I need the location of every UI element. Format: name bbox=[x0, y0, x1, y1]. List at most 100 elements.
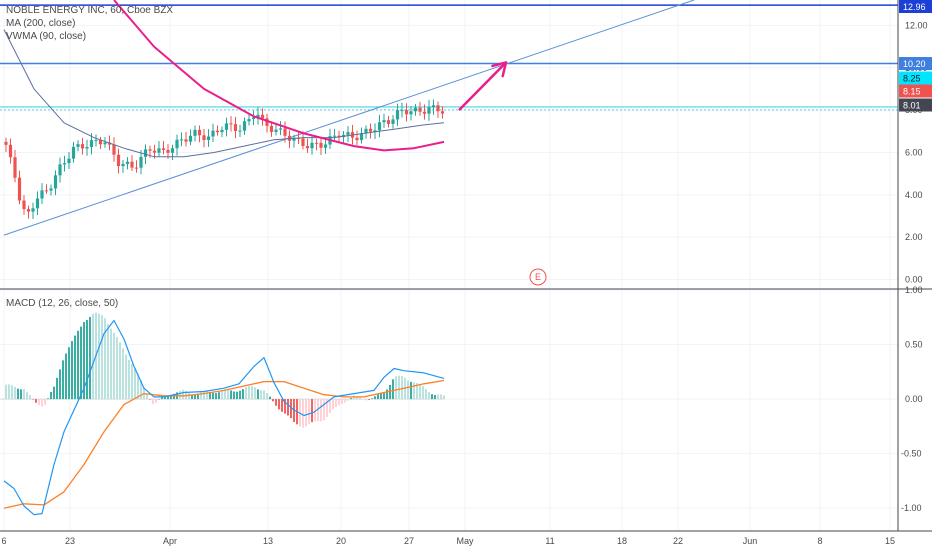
macd-histogram-bar bbox=[218, 392, 220, 400]
macd-histogram-bar bbox=[152, 399, 154, 405]
candle-body bbox=[305, 145, 310, 149]
projection-arrow-shaft[interactable] bbox=[458, 61, 507, 111]
vwma-legend-label[interactable]: VWMA (90, close) bbox=[6, 31, 87, 42]
candle-body bbox=[202, 135, 206, 140]
macd-histogram-bar bbox=[194, 395, 196, 400]
macd-signal-line bbox=[3, 379, 445, 509]
macd-histogram-bar bbox=[233, 391, 235, 400]
projection-arrow-head[interactable] bbox=[491, 61, 508, 68]
macd-legend-label[interactable]: MACD (12, 26, close, 50) bbox=[6, 298, 119, 309]
macd-series bbox=[0, 312, 445, 516]
macd-histogram-bar bbox=[140, 380, 142, 400]
macd-histogram-bar bbox=[74, 335, 76, 400]
price-level-badge[interactable] bbox=[899, 84, 932, 98]
macd-histogram-bar bbox=[83, 322, 85, 400]
candle-body bbox=[8, 144, 13, 158]
price-axis-tick-label: 6.00 bbox=[905, 147, 923, 157]
macd-histogram-bar bbox=[212, 392, 214, 400]
macd-histogram-bar bbox=[182, 389, 184, 400]
macd-histogram-bar bbox=[281, 399, 283, 412]
macd-histogram-bar bbox=[401, 376, 403, 400]
candle-body bbox=[53, 175, 58, 189]
macd-axis-tick-label: 0.50 bbox=[905, 340, 923, 350]
candle-body bbox=[233, 124, 238, 132]
macd-histogram-bar bbox=[419, 384, 421, 400]
candle-body bbox=[80, 144, 85, 149]
candle-body bbox=[161, 148, 166, 150]
macd-histogram-bar bbox=[221, 390, 223, 400]
macd-histogram-bar bbox=[56, 377, 58, 400]
candle-body bbox=[386, 120, 391, 124]
macd-histogram-bar bbox=[8, 384, 10, 400]
candle-body bbox=[206, 136, 211, 140]
macd-histogram-bar bbox=[134, 368, 136, 400]
candle-body bbox=[130, 161, 134, 168]
price-level-badge-label[interactable]: 8.25 bbox=[903, 74, 921, 84]
candle-body bbox=[391, 119, 395, 124]
price-level-badge[interactable] bbox=[899, 0, 932, 13]
macd-histogram-bar bbox=[431, 394, 433, 400]
candle-body bbox=[238, 130, 242, 132]
macd-histogram-bar bbox=[116, 336, 118, 400]
price-level-badge-label[interactable]: 8.01 bbox=[903, 101, 921, 111]
price-level-badge[interactable] bbox=[899, 57, 932, 71]
macd-histogram-bar bbox=[89, 316, 91, 400]
price-level-badge[interactable] bbox=[899, 98, 932, 112]
price-axis-tick-label: 2.00 bbox=[905, 232, 923, 242]
price-series bbox=[0, 0, 898, 236]
macd-histogram-bar bbox=[230, 390, 232, 400]
candle-body bbox=[427, 107, 431, 114]
macd-histogram-bar bbox=[269, 396, 271, 400]
price-level-badge-label[interactable]: 10.20 bbox=[903, 59, 926, 69]
candle-body bbox=[260, 114, 265, 119]
price-level-badge[interactable] bbox=[899, 71, 932, 85]
macd-histogram-bar bbox=[335, 399, 337, 407]
macd-histogram-bar bbox=[200, 391, 202, 400]
earnings-event-marker[interactable]: E bbox=[529, 268, 547, 286]
candle-body bbox=[395, 110, 400, 120]
time-axis-tick-label: 22 bbox=[673, 536, 683, 546]
candle-body bbox=[359, 133, 364, 141]
macd-histogram-bar bbox=[41, 399, 43, 407]
price-axis-tick-label: 4.00 bbox=[905, 190, 923, 200]
macd-axis-tick-label: -1.00 bbox=[901, 503, 922, 513]
macd-pane-grid bbox=[0, 289, 898, 530]
candle-body bbox=[76, 144, 80, 147]
time-axis-tick-label: 15 bbox=[885, 536, 895, 546]
candle-body bbox=[256, 114, 260, 118]
candle-body bbox=[413, 107, 418, 112]
macd-histogram-bar bbox=[44, 399, 46, 405]
earnings-event-label[interactable]: E bbox=[535, 272, 541, 282]
earnings-event-icon[interactable] bbox=[529, 268, 547, 286]
macd-histogram-bar bbox=[338, 399, 340, 406]
macd-histogram-bar bbox=[410, 381, 412, 400]
macd-histogram-bar bbox=[20, 389, 22, 400]
time-axis-tick-label: 27 bbox=[404, 536, 414, 546]
macd-histogram-bar bbox=[131, 363, 133, 400]
macd-histogram-bar bbox=[68, 347, 70, 400]
time-axis-tick-label: 20 bbox=[336, 536, 346, 546]
candle-body bbox=[125, 161, 130, 165]
price-level-badge-label[interactable]: 12.96 bbox=[903, 2, 926, 12]
projection-arrow-head[interactable] bbox=[501, 61, 508, 78]
macd-histogram-bar bbox=[80, 326, 82, 400]
macd-histogram-bar bbox=[260, 390, 262, 400]
macd-histogram-bar bbox=[254, 387, 256, 400]
macd-histogram-bar bbox=[215, 393, 217, 400]
macd-histogram-bar bbox=[440, 394, 442, 400]
macd-histogram-bar bbox=[47, 398, 49, 400]
candle-body bbox=[215, 130, 220, 133]
macd-histogram-bar bbox=[5, 384, 7, 400]
macd-histogram-bar bbox=[38, 399, 40, 406]
macd-histogram-bar bbox=[14, 386, 16, 400]
candle-body bbox=[346, 132, 350, 135]
symbol-label[interactable]: NOBLE ENERGY INC, 60, Cboe BZX bbox=[6, 5, 174, 16]
price-level-badge-label[interactable]: 8.15 bbox=[903, 87, 921, 97]
price-axis-tick-label: 12.00 bbox=[905, 20, 928, 30]
macd-histogram-bar bbox=[416, 382, 418, 400]
ma-legend-label[interactable]: MA (200, close) bbox=[6, 18, 76, 29]
macd-histogram-bar bbox=[266, 393, 268, 400]
macd-histogram-bar bbox=[137, 373, 139, 400]
macd-histogram-bar bbox=[308, 399, 310, 424]
macd-histogram-bar bbox=[386, 389, 388, 400]
